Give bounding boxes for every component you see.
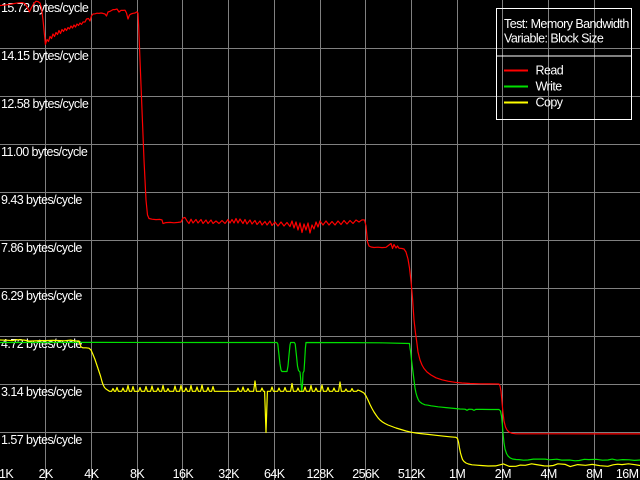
svg-text:1M: 1M (449, 467, 465, 480)
svg-text:2K: 2K (39, 467, 54, 480)
svg-text:Variable: Block Size: Variable: Block Size (504, 32, 604, 46)
svg-text:11.00 bytes/cycle: 11.00 bytes/cycle (1, 145, 88, 159)
svg-text:8K: 8K (130, 467, 145, 480)
svg-text:512K: 512K (398, 467, 426, 480)
svg-text:Copy: Copy (536, 96, 564, 110)
svg-text:4K: 4K (84, 467, 99, 480)
svg-text:7.86 bytes/cycle: 7.86 bytes/cycle (1, 241, 82, 255)
svg-text:15.72 bytes/cycle: 15.72 bytes/cycle (1, 1, 89, 15)
svg-text:9.43 bytes/cycle: 9.43 bytes/cycle (1, 193, 82, 207)
svg-text:16K: 16K (173, 467, 195, 480)
svg-text:Write: Write (536, 80, 563, 94)
svg-text:4M: 4M (540, 467, 556, 480)
svg-text:3.14 bytes/cycle: 3.14 bytes/cycle (1, 385, 82, 399)
svg-text:128K: 128K (307, 467, 335, 480)
svg-text:16M: 16M (616, 467, 639, 480)
svg-text:14.15 bytes/cycle: 14.15 bytes/cycle (1, 49, 89, 63)
svg-text:2M: 2M (495, 467, 511, 480)
svg-text:1.57 bytes/cycle: 1.57 bytes/cycle (1, 433, 82, 447)
svg-text:32K: 32K (218, 467, 240, 480)
svg-text:256K: 256K (352, 467, 380, 480)
svg-text:8M: 8M (586, 467, 602, 480)
svg-text:Test: Memory Bandwidth: Test: Memory Bandwidth (504, 17, 629, 31)
svg-text:Read: Read (536, 64, 564, 78)
svg-text:4.72 bytes/cycle: 4.72 bytes/cycle (1, 337, 82, 351)
svg-text:6.29 bytes/cycle: 6.29 bytes/cycle (1, 289, 82, 303)
svg-text:64K: 64K (264, 467, 286, 480)
svg-text:1K: 1K (0, 467, 14, 480)
svg-text:12.58 bytes/cycle: 12.58 bytes/cycle (1, 97, 89, 111)
